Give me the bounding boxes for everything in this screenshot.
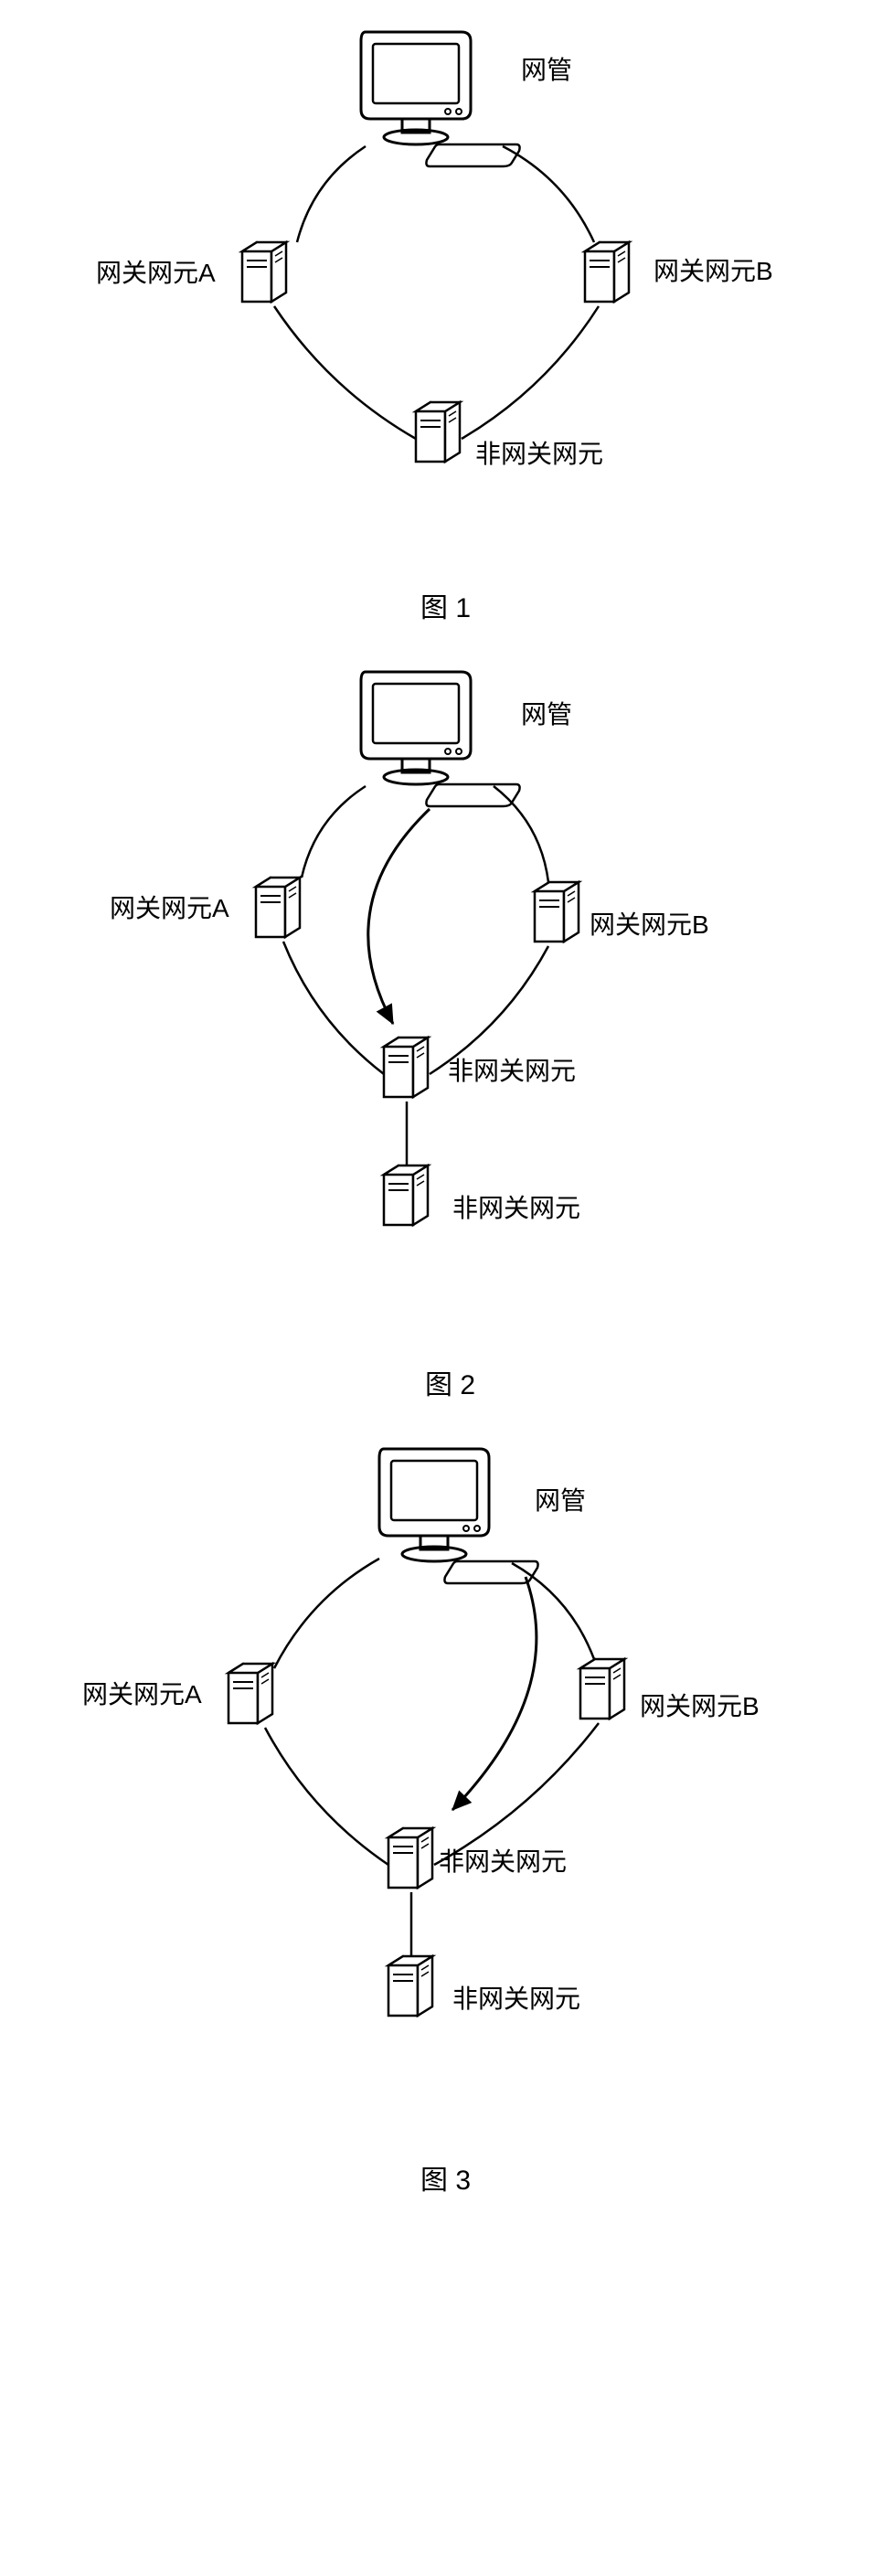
fig3-nm-label: 网管 [535, 1481, 586, 1517]
fig2-nm-label: 网管 [521, 695, 572, 731]
figure-2: 网管 网关网元A 网关网元B 非网关网元 非网关网元 图 2 [0, 640, 882, 1417]
fig2-caption: 图 2 [425, 1362, 475, 1402]
fig3-gwA-label: 网关网元A [82, 1675, 202, 1711]
fig3-gwB-label: 网关网元B [640, 1687, 760, 1723]
figure-2-svg [0, 640, 882, 1417]
fig2-gwA-label: 网关网元A [110, 889, 229, 925]
fig3-ngw2-label: 非网关网元 [452, 1979, 580, 2016]
fig2-ngw1-label: 非网关网元 [448, 1051, 576, 1088]
page: 网管 网关网元A 网关网元B 非网关网元 图 1 网管 网关网元A 网关网元B … [0, 0, 882, 2212]
fig1-gwB-label: 网关网元B [654, 251, 773, 288]
figure-3-svg [0, 1417, 882, 2212]
fig1-nm-label: 网管 [521, 50, 572, 87]
fig2-ngw2-label: 非网关网元 [452, 1188, 580, 1225]
fig3-caption: 图 3 [420, 2157, 471, 2198]
fig3-ngw1-label: 非网关网元 [439, 1842, 567, 1879]
fig1-ngw-label: 非网关网元 [475, 434, 603, 471]
figure-3: 网管 网关网元A 网关网元B 非网关网元 非网关网元 图 3 [0, 1417, 882, 2212]
fig1-gwA-label: 网关网元A [96, 253, 216, 290]
figure-1-svg [0, 0, 882, 640]
fig2-gwB-label: 网关网元B [590, 905, 709, 942]
fig1-caption: 图 1 [420, 585, 471, 625]
figure-1: 网管 网关网元A 网关网元B 非网关网元 图 1 [0, 0, 882, 640]
